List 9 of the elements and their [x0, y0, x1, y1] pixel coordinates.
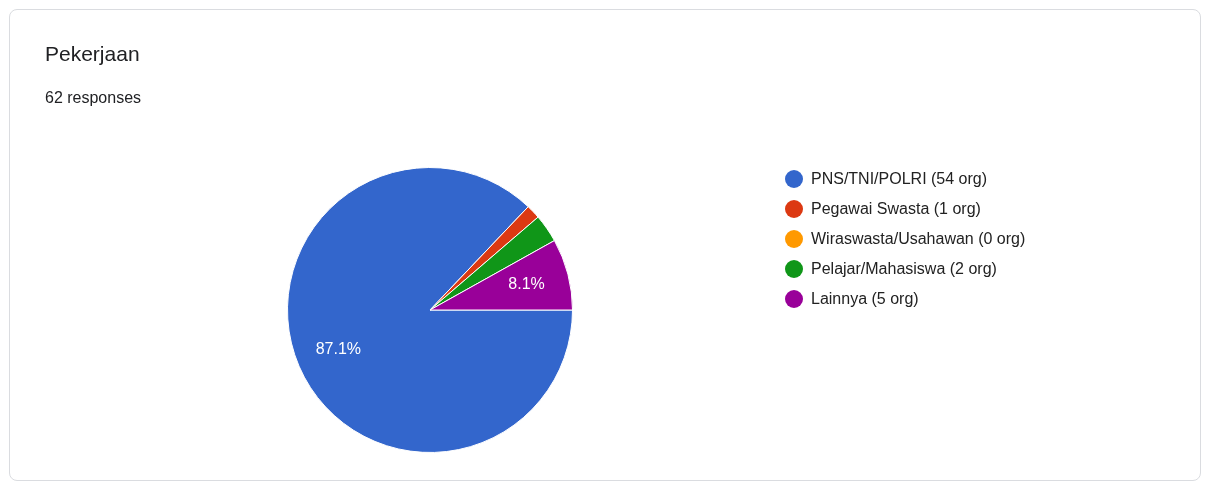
data-label: 87.1% [315, 339, 362, 357]
legend-label: Wiraswasta/Usahawan (0 org) [811, 230, 1026, 248]
legend-label: Pegawai Swasta (1 org) [811, 200, 981, 218]
legend-label: Pelajar/Mahasiswa (2 org) [811, 260, 997, 278]
text: Pekerjaan [45, 42, 140, 66]
text: 62 responses [45, 89, 142, 107]
data-label: 8.1% [508, 275, 545, 293]
legend-label: PNS/TNI/POLRI (54 org) [811, 170, 988, 188]
legend-label: Lainnya (5 org) [811, 290, 919, 308]
